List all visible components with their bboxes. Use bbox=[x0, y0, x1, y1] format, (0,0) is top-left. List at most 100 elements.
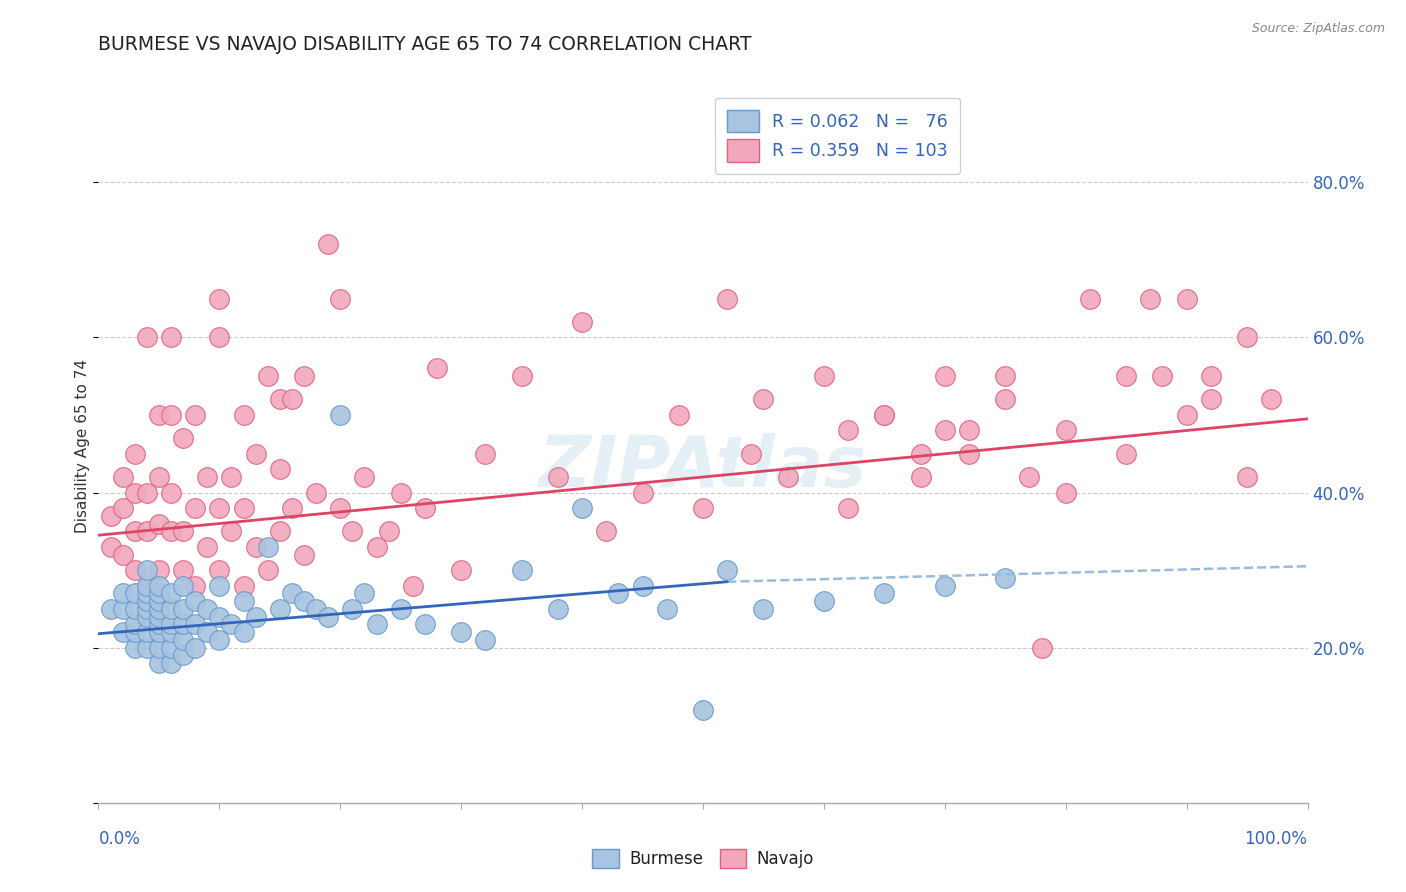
Point bbox=[256, 563, 278, 577]
Point bbox=[232, 625, 254, 640]
Point bbox=[837, 501, 859, 516]
Point bbox=[571, 501, 593, 516]
Point bbox=[135, 586, 157, 600]
Point bbox=[716, 563, 738, 577]
Point bbox=[160, 524, 183, 539]
Point bbox=[160, 625, 183, 640]
Legend: R = 0.062   N =   76, R = 0.359   N = 103: R = 0.062 N = 76, R = 0.359 N = 103 bbox=[716, 98, 960, 174]
Point bbox=[1054, 424, 1077, 438]
Point bbox=[256, 369, 278, 384]
Point bbox=[172, 602, 194, 616]
Point bbox=[208, 609, 231, 624]
Point bbox=[195, 602, 218, 616]
Point bbox=[957, 424, 980, 438]
Point bbox=[245, 447, 267, 461]
Point bbox=[957, 447, 980, 461]
Point bbox=[208, 563, 231, 577]
Point bbox=[607, 586, 630, 600]
Point bbox=[160, 640, 183, 655]
Point bbox=[148, 617, 170, 632]
Point bbox=[281, 501, 304, 516]
Point bbox=[329, 408, 352, 422]
Point bbox=[873, 586, 896, 600]
Text: ZIPAtlas: ZIPAtlas bbox=[538, 433, 868, 502]
Point bbox=[160, 617, 183, 632]
Y-axis label: Disability Age 65 to 74: Disability Age 65 to 74 bbox=[75, 359, 90, 533]
Point bbox=[111, 586, 134, 600]
Point bbox=[1115, 369, 1137, 384]
Point bbox=[148, 516, 170, 531]
Point bbox=[135, 485, 157, 500]
Point bbox=[1236, 470, 1258, 484]
Point bbox=[1199, 392, 1222, 407]
Point bbox=[353, 586, 375, 600]
Point bbox=[172, 524, 194, 539]
Point bbox=[342, 602, 364, 616]
Point bbox=[135, 602, 157, 616]
Point bbox=[208, 632, 231, 647]
Point bbox=[124, 524, 146, 539]
Point bbox=[100, 540, 122, 554]
Point bbox=[208, 330, 231, 344]
Point bbox=[135, 625, 157, 640]
Point bbox=[184, 408, 207, 422]
Point bbox=[208, 579, 231, 593]
Point bbox=[873, 408, 896, 422]
Point bbox=[994, 392, 1017, 407]
Point bbox=[668, 408, 690, 422]
Point bbox=[148, 602, 170, 616]
Point bbox=[172, 431, 194, 445]
Point bbox=[510, 369, 533, 384]
Point bbox=[1018, 470, 1040, 484]
Point bbox=[813, 594, 835, 608]
Point bbox=[160, 408, 183, 422]
Point bbox=[111, 501, 134, 516]
Point bbox=[208, 501, 231, 516]
Point bbox=[232, 594, 254, 608]
Point bbox=[934, 369, 956, 384]
Point bbox=[316, 237, 339, 252]
Point bbox=[305, 485, 328, 500]
Point bbox=[184, 501, 207, 516]
Point bbox=[389, 485, 412, 500]
Point bbox=[692, 703, 714, 717]
Point bbox=[124, 485, 146, 500]
Point bbox=[135, 640, 157, 655]
Text: 0.0%: 0.0% bbox=[98, 830, 141, 847]
Point bbox=[752, 392, 775, 407]
Point bbox=[752, 602, 775, 616]
Point bbox=[1031, 640, 1053, 655]
Point bbox=[329, 292, 352, 306]
Point bbox=[148, 586, 170, 600]
Point bbox=[232, 579, 254, 593]
Point bbox=[329, 501, 352, 516]
Point bbox=[910, 470, 932, 484]
Point bbox=[776, 470, 799, 484]
Point bbox=[1139, 292, 1161, 306]
Point bbox=[292, 594, 315, 608]
Point bbox=[292, 548, 315, 562]
Point bbox=[148, 470, 170, 484]
Point bbox=[135, 524, 157, 539]
Point bbox=[316, 609, 339, 624]
Point bbox=[245, 609, 267, 624]
Point bbox=[1152, 369, 1174, 384]
Point bbox=[547, 470, 569, 484]
Point bbox=[160, 602, 183, 616]
Point bbox=[148, 563, 170, 577]
Point bbox=[184, 579, 207, 593]
Point bbox=[172, 648, 194, 663]
Point bbox=[450, 563, 472, 577]
Point bbox=[135, 579, 157, 593]
Point bbox=[269, 462, 291, 476]
Point bbox=[184, 617, 207, 632]
Point bbox=[1236, 330, 1258, 344]
Point bbox=[111, 602, 134, 616]
Point bbox=[269, 392, 291, 407]
Point bbox=[195, 540, 218, 554]
Point bbox=[221, 617, 243, 632]
Point bbox=[474, 632, 496, 647]
Point bbox=[994, 571, 1017, 585]
Point bbox=[124, 625, 146, 640]
Point bbox=[124, 640, 146, 655]
